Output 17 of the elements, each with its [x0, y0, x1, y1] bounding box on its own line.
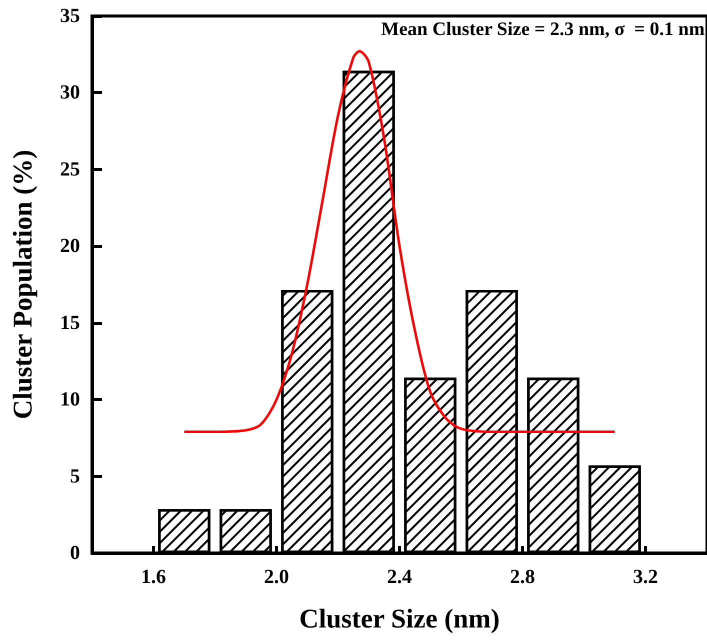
- x-tick-label: 2.4: [387, 566, 412, 588]
- y-tick-label: 30: [60, 82, 80, 104]
- y-tick-label: 10: [60, 388, 80, 411]
- x-tick-label: 2.8: [510, 566, 535, 588]
- y-tick-label: 35: [60, 5, 80, 27]
- x-tick-label: 1.6: [141, 566, 166, 588]
- line-series: [183, 50, 616, 434]
- y-tick-label: 0: [70, 542, 80, 564]
- x-axis-title: Cluster Size (nm): [299, 604, 500, 634]
- x-tick-label: 3.2: [633, 566, 658, 588]
- y-tick-label: 25: [60, 158, 80, 180]
- y-tick-label: 5: [70, 465, 80, 488]
- y-axis-title: Cluster Population (%): [8, 150, 38, 420]
- y-tick-label: 20: [60, 235, 80, 258]
- annotation: Mean Cluster Size = 2.3 nm, σ = 0.1 nm: [381, 19, 705, 40]
- x-tick-label: 2.0: [264, 566, 289, 588]
- y-tick-label: 15: [60, 312, 80, 334]
